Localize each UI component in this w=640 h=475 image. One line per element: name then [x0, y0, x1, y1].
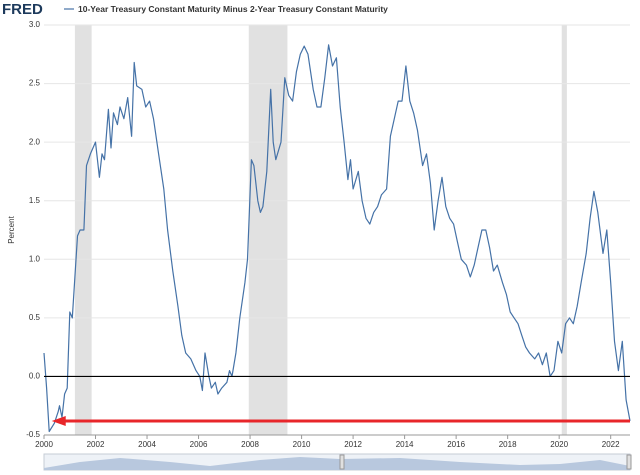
- series-line: [43, 44, 631, 433]
- y-axis-label: Percent: [7, 215, 16, 243]
- arrow: [51, 415, 630, 426]
- y-tick-label: 1.0: [29, 254, 41, 263]
- y-tick-label: -0.5: [26, 430, 40, 439]
- y-tick-label: 2.0: [29, 137, 41, 146]
- x-tick-label: 2000: [35, 440, 53, 449]
- y-tick-label: 0.0: [29, 372, 41, 381]
- x-tick-label: 2014: [396, 440, 414, 449]
- x-tick-label: 2018: [499, 440, 517, 449]
- x-tick-label: 2020: [550, 440, 568, 449]
- y-tick-label: 1.5: [29, 196, 41, 205]
- x-tick-label: 2016: [447, 440, 465, 449]
- y-tick-label: 0.5: [29, 313, 41, 322]
- x-tick-label: 2008: [241, 440, 259, 449]
- x-tick-label: 2002: [87, 440, 105, 449]
- y-tick-label: 2.5: [29, 79, 41, 88]
- legend-label: 10-Year Treasury Constant Maturity Minus…: [78, 4, 388, 14]
- arrow-head: [51, 415, 66, 426]
- x-tick-label: 2004: [138, 440, 156, 449]
- recession-band: [248, 25, 288, 435]
- x-tick-label: 2006: [190, 440, 208, 449]
- range-slider[interactable]: [43, 453, 632, 471]
- slider-preview: [44, 457, 630, 470]
- x-tick-label: 2010: [293, 440, 311, 449]
- slider-handle[interactable]: [626, 454, 632, 470]
- x-tick-label: 2012: [344, 440, 362, 449]
- slider-handle[interactable]: [339, 454, 345, 470]
- recession-band: [561, 25, 567, 435]
- logo: FRED: [2, 1, 43, 18]
- y-tick-label: 3.0: [29, 20, 41, 29]
- x-tick-label: 2022: [602, 440, 620, 449]
